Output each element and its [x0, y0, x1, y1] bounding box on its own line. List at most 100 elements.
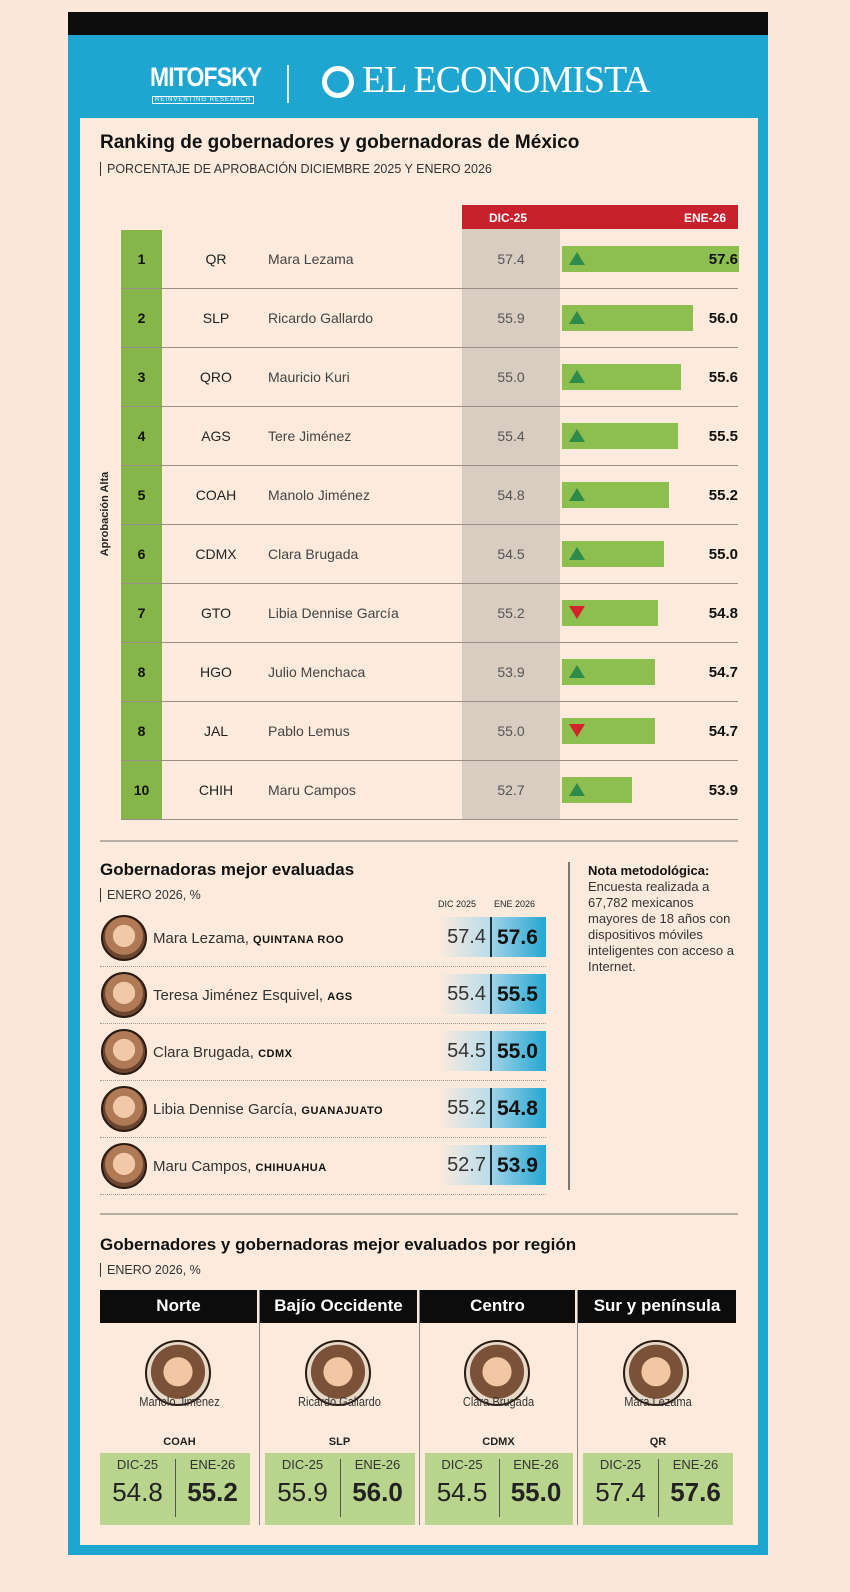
- avatar: [101, 972, 147, 1018]
- rank: 5: [137, 487, 146, 503]
- name: Clara Brugada,: [153, 1044, 254, 1061]
- avatar: [101, 915, 147, 961]
- score-box: DIC-25 ENE-26 54.8 55.2: [100, 1453, 250, 1525]
- ene-value: 54.7: [708, 723, 738, 740]
- state: COAH: [163, 1436, 196, 1448]
- avatar: [464, 1340, 530, 1406]
- avatar: [623, 1340, 689, 1406]
- governor-name: Mauricio Kuri: [268, 369, 350, 385]
- state: AGS: [201, 428, 231, 444]
- state: SLP: [328, 1436, 351, 1448]
- dic-label: DIC-25: [441, 1457, 483, 1472]
- rank: 6: [137, 546, 146, 562]
- ene-label: ENE-26: [189, 1457, 236, 1472]
- score-box: DIC-25 ENE-26 57.4 57.6: [583, 1453, 733, 1525]
- triangle-up-icon: [569, 783, 585, 796]
- table-row: 8 HGO Julio Menchaca 53.9 54.7: [121, 643, 738, 702]
- mitofsky-logo: MITOFSKY: [150, 62, 262, 92]
- ene-value: 55.0: [708, 546, 738, 563]
- dic-value: 55.0: [497, 723, 525, 739]
- ene-value: 57.6: [490, 917, 546, 957]
- dic-value: 52.7: [438, 1145, 490, 1185]
- ene-value: 57.6: [708, 251, 738, 268]
- divider: [340, 1459, 341, 1517]
- governor-name: Manolo Jiménez: [139, 1394, 220, 1409]
- state: HGO: [200, 664, 232, 680]
- name: Maru Campos,: [153, 1158, 252, 1175]
- ene-value: 56.0: [352, 1477, 403, 1507]
- table-row: 3 QRO Mauricio Kuri 55.0 55.6: [121, 348, 738, 407]
- region-header: Bajío Occidente: [260, 1290, 417, 1323]
- dic-value: 55.2: [438, 1088, 490, 1128]
- el-economista-logo: EL ECONOMISTA: [362, 59, 651, 101]
- dic-value: 55.2: [497, 605, 525, 621]
- logo-divider: [287, 65, 289, 103]
- dic-value: 55.9: [277, 1477, 328, 1507]
- governor-name: Ricardo Gallardo: [268, 310, 374, 326]
- ene-value: 53.9: [708, 782, 738, 799]
- avatar: [145, 1340, 211, 1406]
- note-title: Nota metodológica:: [588, 863, 710, 878]
- ene-value: 55.5: [708, 428, 738, 445]
- list-item: Teresa Jiménez Esquivel, AGS 55.4 55.5: [100, 967, 546, 1024]
- dic-value: 54.8: [497, 487, 525, 503]
- governor-name: Clara Brugada: [268, 546, 359, 562]
- list-item: Mara Lezama, QUINTANA ROO 57.4 57.6: [100, 910, 546, 967]
- state: CDMX: [482, 1436, 515, 1448]
- ranking-header: DIC-25 ENE-26: [462, 205, 738, 229]
- dic-value: 52.7: [497, 782, 525, 798]
- ene-label: ENE-26: [672, 1457, 719, 1472]
- divider: [100, 1213, 738, 1215]
- gobernadoras-title: Gobernadoras mejor evaluadas: [100, 860, 355, 879]
- name: Teresa Jiménez Esquivel,: [153, 987, 324, 1004]
- triangle-up-icon: [569, 311, 585, 324]
- ene-value: 55.2: [187, 1477, 238, 1507]
- region-column: Norte Manolo Jiménez DIC-25 ENE-26 54.8 55.2 C…: [100, 1290, 260, 1525]
- state: CHIHUAHUA: [255, 1162, 327, 1174]
- dic-value: 55.0: [497, 369, 525, 385]
- rank: 10: [133, 782, 150, 798]
- triangle-up-icon: [569, 252, 585, 265]
- governor-name: Julio Menchaca: [268, 664, 366, 680]
- state: QR: [649, 1436, 667, 1448]
- ene-value: 54.8: [708, 605, 738, 622]
- name: Mara Lezama,: [153, 930, 249, 947]
- gobernadoras-subtitle: ENERO 2026, %: [100, 888, 201, 902]
- mitofsky-tagline: REINVENTING RESEARCH: [152, 96, 255, 104]
- divider: [100, 840, 738, 842]
- governor-name: Mara Lezama: [624, 1394, 692, 1409]
- dic-value: 57.4: [438, 917, 490, 957]
- table-row: 5 COAH Manolo Jiménez 54.8 55.2: [121, 466, 738, 525]
- region-header: Sur y península: [578, 1290, 736, 1323]
- ene-value: 55.0: [490, 1031, 546, 1071]
- name: Libia Dennise García,: [153, 1101, 298, 1118]
- governor-name: Pablo Lemus: [268, 723, 350, 739]
- table-row: 4 AGS Tere Jiménez 55.4 55.5: [121, 407, 738, 466]
- list-item: Clara Brugada, CDMX 54.5 55.0: [100, 1024, 546, 1081]
- region-column: Centro Clara Brugada DIC-25 ENE-26 54.5 55.0 C…: [420, 1290, 578, 1525]
- avatar: [101, 1086, 147, 1132]
- state: QR: [205, 251, 227, 267]
- ene-value: 55.2: [708, 487, 738, 504]
- divider: [499, 1459, 500, 1517]
- state: AGS: [327, 991, 353, 1003]
- ene-value: 56.0: [708, 310, 738, 327]
- dic-label: DIC-25: [116, 1457, 159, 1472]
- governor-name: Maru Campos, CHIHUAHUA: [153, 1158, 327, 1175]
- governor-name: Ricardo Gallardo: [298, 1394, 381, 1409]
- dic-value: 54.8: [112, 1477, 163, 1507]
- col-dic-2025: DIC 2025: [438, 899, 477, 909]
- ene-label: ENE-26: [354, 1457, 401, 1472]
- table-row: 2 SLP Ricardo Gallardo 55.9 56.0: [121, 289, 738, 348]
- ene-value: 53.9: [490, 1145, 546, 1185]
- state: QUINTANA ROO: [253, 934, 344, 946]
- region-subtitle: ENERO 2026, %: [100, 1263, 201, 1277]
- col-ene-2026: ENE 2026: [494, 899, 536, 909]
- state: CDMX: [195, 546, 237, 562]
- triangle-down-icon: [569, 606, 585, 619]
- governor-name: Tere Jiménez: [268, 428, 352, 444]
- governor-name: Manolo Jiménez: [268, 487, 370, 503]
- ene-value: 54.7: [708, 664, 738, 681]
- rank: 3: [137, 369, 146, 385]
- table-row: 7 GTO Libia Dennise García 55.2 54.8: [121, 584, 738, 643]
